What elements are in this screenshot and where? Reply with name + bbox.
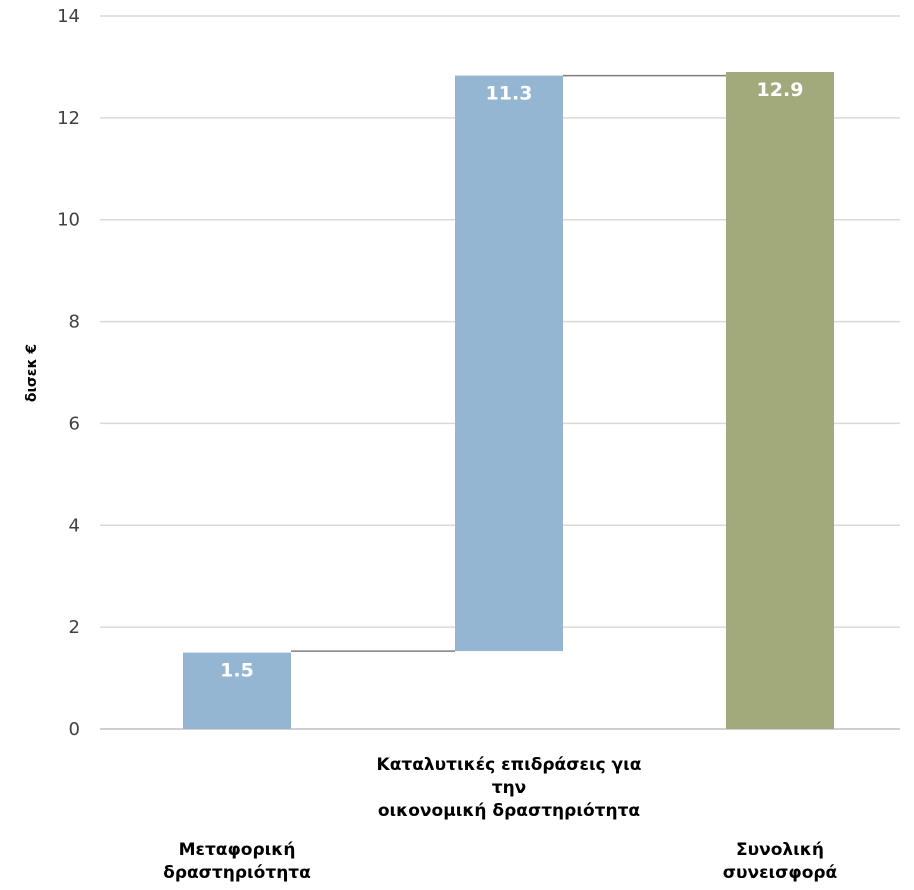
- connector-layer: [291, 74, 726, 652]
- y-axis-title: δισεκ €: [24, 344, 40, 402]
- data-label: 12.9: [757, 79, 804, 101]
- bar-layer: [183, 72, 834, 730]
- y-tick-label: 6: [69, 413, 80, 434]
- bar: [726, 72, 834, 730]
- y-tick-label: 12: [57, 108, 80, 129]
- y-tick-label: 0: [69, 719, 80, 740]
- y-tick-label: 2: [69, 617, 80, 638]
- data-label: 1.5: [220, 660, 254, 682]
- category-label: Καταλυτικές επιδράσεις για: [377, 755, 642, 775]
- data-label: 11.3: [486, 83, 533, 105]
- category-label: την: [492, 778, 527, 798]
- y-tick-labels: 0 2 4 6 8 10 12 14: [57, 6, 80, 740]
- category-label: Μεταφορική: [179, 840, 296, 860]
- bar: [183, 652, 291, 729]
- y-tick-label: 8: [69, 312, 80, 333]
- category-label: Συνολική: [736, 840, 824, 860]
- y-tick-label: 14: [57, 6, 80, 27]
- category-label: συνεισφορά: [723, 863, 837, 883]
- data-label-layer: 1.5 11.3 12.9: [220, 79, 803, 682]
- y-tick-label: 4: [69, 515, 80, 536]
- category-label-layer: Μεταφορική δραστηριότητα Καταλυτικές επιδρ…: [163, 755, 837, 883]
- y-tick-label: 10: [57, 210, 80, 231]
- category-label: οικονομική δραστηριότητα: [378, 801, 640, 821]
- bar: [455, 75, 563, 652]
- category-label: δραστηριότητα: [163, 863, 311, 883]
